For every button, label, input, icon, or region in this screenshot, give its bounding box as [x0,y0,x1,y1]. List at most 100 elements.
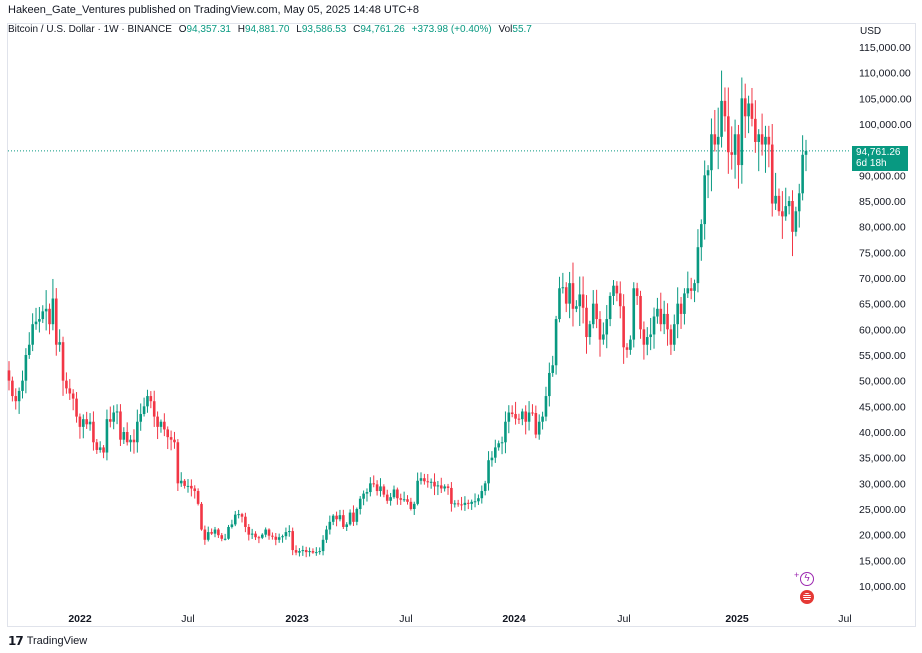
x-tick-label: 2023 [285,613,309,625]
candle-body [737,134,740,166]
candle-body [122,432,126,440]
candle-body [284,532,288,537]
candle-body [784,206,788,217]
candle-body [575,306,578,309]
candle-body [85,419,88,425]
candle-body [227,526,230,539]
candle-body [149,396,153,402]
candle-body [507,412,511,422]
candle-body [14,396,18,402]
candle-body [801,154,804,194]
candle-body [595,303,598,320]
candle-body [95,442,99,450]
candle-body [723,100,727,117]
y-tick-label: 100,000.00 [859,119,912,131]
candle-body [477,498,480,502]
candle-body [602,334,605,340]
candle-body [213,529,217,534]
candle-body [686,288,690,294]
us-flag-icon[interactable] [800,590,814,604]
candle-body [298,551,301,553]
candle-body [754,118,757,142]
candle-body [247,526,251,535]
lightning-icon[interactable]: ϟ [800,572,814,586]
candle-body [456,503,460,505]
candle-body [257,537,261,539]
candle-body [700,224,703,248]
candle-body [311,551,315,553]
symbol-name[interactable]: Bitcoin / U.S. Dollar · 1W · BINANCE [8,24,172,35]
candle-body [240,514,244,517]
candle-body [362,493,365,499]
candle-body [622,306,625,348]
candle-body [196,491,200,504]
candle-body [402,499,406,501]
candle-body [65,380,68,389]
y-tick-label: 45,000.00 [859,401,906,413]
low-label: L [296,24,302,35]
candle-body [163,421,166,430]
candle-body [656,308,659,317]
candle-body [480,491,484,499]
candle-body [11,380,14,397]
candle-body [291,531,294,551]
change-value: +373.98 (+0.40%) [411,24,492,35]
candle-body [277,537,281,540]
candle-body [71,393,75,399]
candle-body [581,294,585,308]
candle-body [328,521,332,530]
candle-body [554,319,558,366]
candle-body [176,442,180,484]
plus-icon[interactable]: + [794,570,800,580]
candle-body [561,287,565,289]
candle-body [672,324,676,345]
low-value: 93,586.53 [301,24,347,35]
candle-body [81,419,85,427]
candle-body [564,287,568,304]
candle-body [24,355,28,381]
candle-body [598,319,602,340]
candle-body [591,303,595,325]
candle-body [757,134,761,142]
candle-body [102,447,105,453]
candle-body [544,396,548,417]
y-tick-label: 60,000.00 [859,324,906,336]
candle-body [190,485,193,489]
candle-body [443,486,446,489]
candle-body [308,551,311,553]
brand-name: TradingView [26,635,88,647]
tradingview-logo[interactable]: 𝟭𝟳 TradingView [8,634,87,648]
currency-label[interactable]: USD [860,26,882,37]
candle-body [358,498,362,509]
candle-body [463,502,467,505]
close-label: C [353,24,361,35]
candle-body [517,418,521,420]
candle-body [112,412,115,422]
candle-body [61,342,65,381]
candle-body [44,308,48,312]
candle-body [335,515,338,520]
candle-body [767,136,771,145]
candle-body [92,421,95,443]
candle-body [38,319,41,322]
candle-body [497,443,500,448]
candle-body [237,514,240,516]
candle-body [119,411,122,440]
candle-body [629,339,632,350]
candle-body [764,136,767,145]
y-tick-label: 40,000.00 [859,427,906,439]
x-tick-label: Jul [181,613,194,625]
candle-body [710,134,713,171]
candle-body [210,532,213,534]
candle-body [426,481,430,483]
x-tick-label: Jul [617,613,630,625]
candle-body [683,293,686,314]
candle-body [433,481,436,487]
candle-body [321,539,325,552]
candle-body [760,134,764,145]
symbol-legend: Bitcoin / U.S. Dollar · 1W · BINANCE O94… [8,24,532,35]
candle-body [264,529,267,535]
candle-body [75,398,78,417]
publisher-line: Hakeen_Gate_Ventures published on Tradin… [8,4,420,16]
